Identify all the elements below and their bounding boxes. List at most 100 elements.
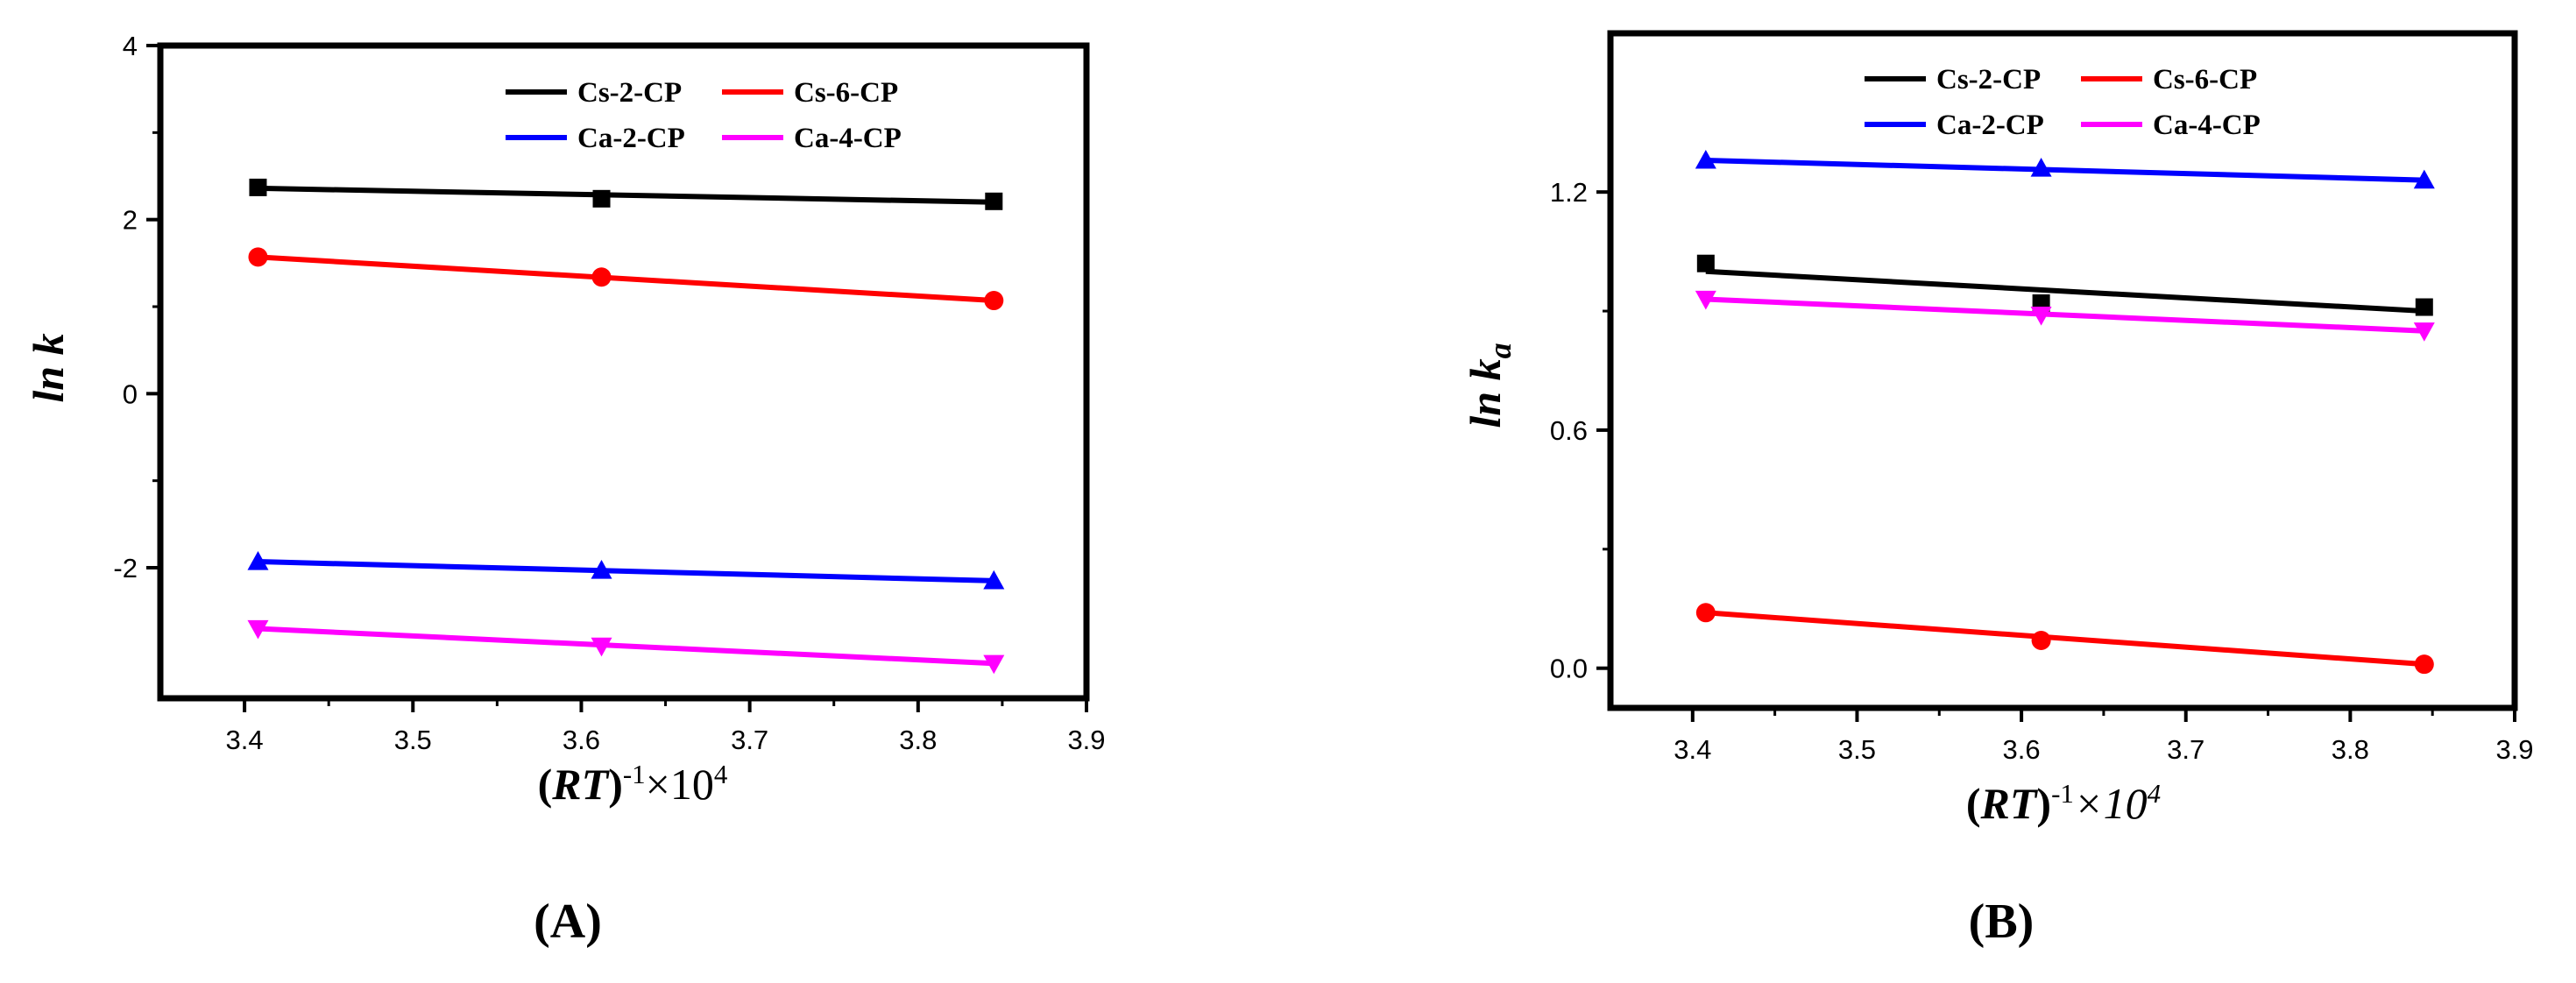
x-tick-label: 3.8 bbox=[2332, 734, 2369, 765]
legend-label: Cs-2-CP bbox=[1936, 64, 2041, 95]
x-tick-label: 3.4 bbox=[1674, 734, 1711, 765]
x-axis-title-paren: ) bbox=[608, 760, 623, 809]
y-axis-title-main: ln k bbox=[1461, 358, 1510, 428]
x-axis-title-tail-exp: 4 bbox=[714, 759, 728, 789]
x-axis-title-main: RT bbox=[551, 760, 610, 809]
panel-caption-paren: ( bbox=[534, 895, 550, 949]
x-tick-label: 3.5 bbox=[1838, 734, 1876, 765]
data-point bbox=[248, 247, 268, 267]
plot-frame bbox=[157, 42, 1090, 702]
x-axis-title-exp: -1 bbox=[623, 759, 646, 789]
x-tick-label: 3.5 bbox=[394, 725, 432, 755]
panel-caption-paren: ) bbox=[2018, 895, 2035, 949]
x-axis-title: (RT)-1×104 bbox=[1966, 778, 2161, 828]
y-tick-label: 2 bbox=[123, 205, 138, 236]
legend-label: Cs-6-CP bbox=[2153, 64, 2257, 95]
data-point bbox=[591, 559, 612, 579]
x-tick-label: 3.7 bbox=[2167, 734, 2204, 765]
data-point bbox=[2030, 306, 2052, 326]
x-axis: 3.4 3.5 3.6 3.7 3.8 3.9 bbox=[226, 698, 1106, 755]
fit-line bbox=[258, 559, 994, 583]
data-point bbox=[984, 291, 1004, 311]
fit-line bbox=[1705, 296, 2424, 334]
x-tick-label: 3.6 bbox=[2003, 734, 2041, 765]
fit-line bbox=[258, 185, 994, 205]
x-axis-title-paren: ( bbox=[1966, 779, 1981, 828]
x-tick-label: 3.9 bbox=[1067, 725, 1105, 755]
data-point bbox=[2413, 322, 2435, 342]
x-tick-label: 3.8 bbox=[899, 725, 937, 755]
series-ca-2-cp bbox=[247, 551, 1005, 590]
y-tick-label: 0.6 bbox=[1550, 415, 1588, 446]
data-point bbox=[985, 192, 1003, 210]
data-point bbox=[247, 551, 269, 570]
series-cs-2-cp bbox=[249, 178, 1003, 210]
data-point bbox=[1695, 149, 1716, 169]
y-axis: 0.0 0.6 1.2 bbox=[1550, 177, 1610, 684]
y-tick-label: 0 bbox=[123, 378, 138, 409]
x-tick-label: 3.9 bbox=[2495, 734, 2533, 765]
fit-line bbox=[1705, 157, 2424, 183]
fit-line bbox=[1705, 268, 2424, 315]
fit-line bbox=[258, 626, 994, 667]
panel-caption-letter: B bbox=[1985, 895, 2017, 949]
series-ca-4-cp bbox=[247, 619, 1005, 675]
y-axis-title-sub: a bbox=[1483, 343, 1518, 358]
legend-label: Cs-6-CP bbox=[794, 77, 898, 109]
chart-panel-b: 3.4 3.5 3.6 3.7 3.8 3.90.00.61.2ln ka(RT)-1×1… bbox=[1461, 30, 2534, 949]
x-axis-title-paren: ) bbox=[2036, 779, 2051, 828]
series-cs-2-cp bbox=[1696, 254, 2433, 316]
panel-caption-paren: ) bbox=[585, 895, 602, 949]
data-point bbox=[1696, 254, 1715, 272]
x-axis-title: (RT)-1×104 bbox=[538, 759, 728, 809]
data-point bbox=[2415, 298, 2433, 316]
plot-frame bbox=[1607, 30, 2518, 711]
legend-label: Ca-2-CP bbox=[1936, 110, 2044, 141]
data-point bbox=[249, 178, 267, 196]
data-point bbox=[1695, 603, 1716, 623]
legend: Cs-2-CP Cs-6-CP Ca-2-CP Ca-4-CP bbox=[506, 77, 902, 154]
series-ca-2-cp bbox=[1695, 149, 2435, 189]
legend-label: Ca-4-CP bbox=[2153, 110, 2261, 141]
panel-caption-letter: A bbox=[550, 895, 586, 949]
panel-caption: (A) bbox=[534, 895, 602, 949]
y-tick-label: -2 bbox=[113, 553, 138, 583]
x-tick-label: 3.7 bbox=[731, 725, 768, 755]
series-cs-6-cp bbox=[248, 247, 1004, 311]
x-axis: 3.4 3.5 3.6 3.7 3.8 3.9 bbox=[1674, 708, 2534, 765]
legend-label: Ca-4-CP bbox=[794, 123, 902, 154]
x-tick-label: 3.4 bbox=[226, 725, 264, 755]
data-point bbox=[2413, 169, 2435, 189]
y-axis-title-main: ln k bbox=[24, 333, 73, 402]
data-point bbox=[2031, 631, 2051, 650]
data-point bbox=[1695, 290, 1716, 310]
y-tick-label: 0.0 bbox=[1550, 654, 1588, 684]
series-ca-4-cp bbox=[1695, 290, 2435, 342]
x-axis-title-tail: ×10 bbox=[646, 760, 714, 809]
data-point bbox=[2414, 654, 2434, 675]
y-tick-label: 4 bbox=[123, 31, 138, 61]
fit-line bbox=[1705, 610, 2425, 668]
x-axis-title-exp: -1 bbox=[2051, 778, 2074, 809]
y-axis-title: ln ka bbox=[1461, 343, 1518, 428]
data-point bbox=[983, 654, 1005, 675]
x-axis-title-tail: ×10 bbox=[2074, 779, 2148, 828]
legend-label: Ca-2-CP bbox=[577, 123, 685, 154]
y-axis: -2 0 2 4 bbox=[113, 31, 160, 583]
y-axis-title: ln k bbox=[24, 333, 73, 402]
x-tick-label: 3.6 bbox=[563, 725, 600, 755]
y-tick-label: 1.2 bbox=[1550, 177, 1588, 208]
x-axis-title-main: RT bbox=[1980, 779, 2039, 828]
legend: Cs-2-CP Cs-6-CP Ca-2-CP Ca-4-CP bbox=[1865, 64, 2261, 141]
fit-line bbox=[258, 254, 994, 304]
data-point bbox=[2030, 158, 2052, 177]
data-point bbox=[591, 637, 612, 657]
series-cs-6-cp bbox=[1695, 603, 2434, 675]
panel-caption-paren: ( bbox=[1969, 895, 1985, 949]
panel-caption: (B) bbox=[1969, 895, 2035, 949]
legend-label: Cs-2-CP bbox=[577, 77, 682, 109]
data-point bbox=[247, 619, 269, 640]
data-point bbox=[591, 267, 612, 287]
